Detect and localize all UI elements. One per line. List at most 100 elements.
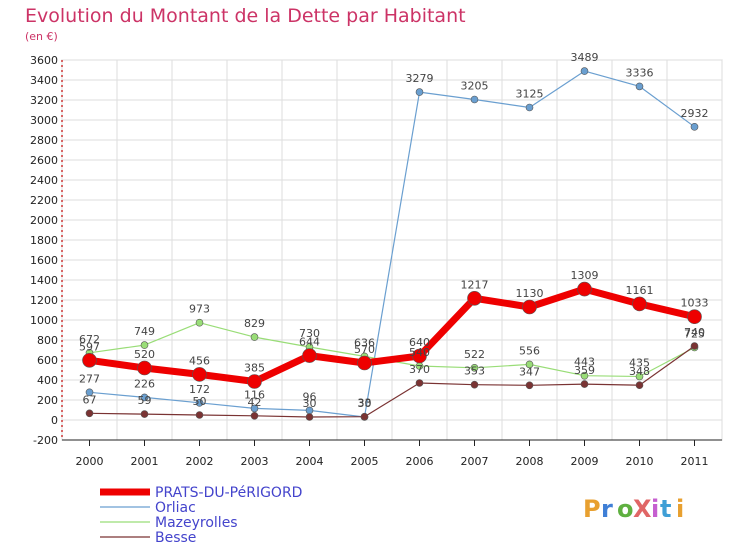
y-tick-label: 3600 (30, 54, 58, 67)
data-point-mazeyrolles (140, 341, 149, 349)
data-point-besse (580, 380, 589, 388)
data-label-besse: 359 (574, 364, 595, 377)
data-point-besse (305, 413, 314, 421)
data-label-orliac: 96 (303, 390, 317, 403)
data-labels: 277 226 172 116 9630327932053125348933362932… (79, 51, 709, 410)
data-label-prats-du-p-rigord: 644 (299, 336, 320, 349)
data-point-besse (525, 381, 534, 390)
y-tick-label: 3400 (30, 74, 58, 87)
series-line-besse (89, 345, 695, 418)
data-label-mazeyrolles: 672 (79, 333, 100, 346)
y-tick-label: 600 (37, 354, 58, 367)
data-point-mazeyrolles (635, 372, 644, 381)
x-tick-label: 2004 (296, 455, 324, 468)
data-point-mazeyrolles (525, 360, 534, 369)
logo-letter: i (676, 495, 684, 523)
axes: -200 0 200 400 600 800 1000 1200 1400 1600 1800 200… (30, 54, 722, 468)
data-label-besse: 30 (303, 397, 317, 410)
x-tick-label: 2007 (461, 455, 489, 468)
y-tick-label: 200 (37, 394, 58, 407)
logo-letter: i (651, 495, 659, 523)
y-tick-label: 400 (37, 374, 58, 387)
x-tick-label: 2005 (351, 455, 379, 468)
x-tick-label: 2001 (131, 455, 159, 468)
data-point-prats-du-p-rigord (247, 374, 262, 389)
logo-letter: X (633, 495, 652, 523)
data-point-prats-du-p-rigord (632, 296, 647, 312)
data-point-prats-du-p-rigord (577, 281, 592, 297)
logo-letter: r (601, 495, 613, 523)
legend-label-besse: Besse (155, 530, 196, 546)
logo-letter: t (660, 495, 671, 523)
x-tick-label: 2008 (516, 455, 544, 468)
x-tick-label: 2010 (626, 455, 654, 468)
data-label-mazeyrolles: 730 (299, 327, 320, 340)
data-point-orliac (250, 404, 259, 413)
data-point-besse (690, 342, 699, 350)
data-label-besse: 50 (193, 395, 207, 408)
data-label-besse: 42 (248, 396, 262, 409)
data-label-mazeyrolles: 636 (354, 336, 375, 349)
data-label-prats-du-p-rigord: 597 (79, 340, 100, 353)
data-label-orliac: 226 (134, 377, 155, 390)
data-label-mazeyrolles: 973 (189, 303, 210, 316)
data-label-mazeyrolles: 725 (684, 328, 705, 341)
y-tick-label: 1600 (30, 254, 58, 267)
x-tick-label: 2011 (681, 455, 709, 468)
y-tick-label: 2800 (30, 134, 58, 147)
data-point-prats-du-p-rigord (467, 290, 482, 306)
data-label-mazeyrolles: 522 (464, 348, 485, 361)
y-tick-label: 2000 (30, 214, 58, 227)
logo-letter: P (583, 495, 601, 523)
data-point-prats-du-p-rigord (82, 352, 97, 368)
data-label-besse: 59 (138, 394, 152, 407)
data-point-besse (635, 381, 644, 390)
data-label-prats-du-p-rigord: 520 (134, 348, 155, 361)
data-label-mazeyrolles: 829 (244, 317, 265, 330)
data-label-prats-du-p-rigord: 456 (189, 354, 210, 367)
x-tick-label: 2009 (571, 455, 599, 468)
data-point-mazeyrolles (250, 333, 259, 341)
data-label-prats-du-p-rigord: 570 (354, 343, 375, 356)
grid-lines (61, 59, 723, 441)
series-line-prats-du-p-rigord (89, 285, 696, 385)
data-label-prats-du-p-rigord: 1217 (461, 278, 489, 291)
data-point-mazeyrolles (580, 371, 589, 380)
legend-label-mazeyrolles: Mazeyrolles (155, 515, 238, 531)
data-label-besse: 740 (684, 326, 705, 339)
data-point-orliac (525, 103, 534, 112)
y-tick-label: 1000 (30, 314, 58, 327)
y-tick-label: 3000 (30, 114, 58, 127)
data-label-orliac: 3205 (461, 80, 489, 93)
data-label-prats-du-p-rigord: 1033 (681, 297, 709, 310)
data-point-prats-du-p-rigord (357, 355, 372, 371)
chart-title: Evolution du Montant de la Dette par Hab… (25, 5, 466, 27)
series-line-orliac (89, 70, 695, 418)
y-tick-label: 1200 (30, 294, 58, 307)
data-label-mazeyrolles: 443 (574, 356, 595, 369)
data-label-besse: 353 (464, 365, 485, 378)
data-label-orliac: 3336 (626, 66, 654, 79)
y-tick-label: 800 (37, 334, 58, 347)
y-tick-label: 3200 (30, 94, 58, 107)
data-point-besse (195, 411, 204, 419)
x-tick-label: 2000 (76, 455, 104, 468)
data-point-mazeyrolles (470, 363, 479, 372)
data-label-prats-du-p-rigord: 1130 (516, 287, 544, 300)
data-label-orliac: 3489 (571, 51, 599, 64)
data-point-besse (360, 412, 369, 421)
data-point-besse (470, 380, 479, 389)
x-tick-label: 2002 (186, 455, 214, 468)
data-point-prats-du-p-rigord (192, 367, 207, 382)
data-point-orliac (415, 88, 424, 96)
data-point-orliac (195, 398, 204, 407)
data-label-orliac: 277 (79, 372, 100, 385)
series-layer (82, 67, 702, 421)
data-point-mazeyrolles (195, 318, 204, 327)
data-point-orliac (85, 388, 94, 397)
y-tick-label: 2400 (30, 174, 58, 187)
data-point-orliac (140, 393, 149, 402)
y-tick-label: 0 (51, 414, 58, 427)
